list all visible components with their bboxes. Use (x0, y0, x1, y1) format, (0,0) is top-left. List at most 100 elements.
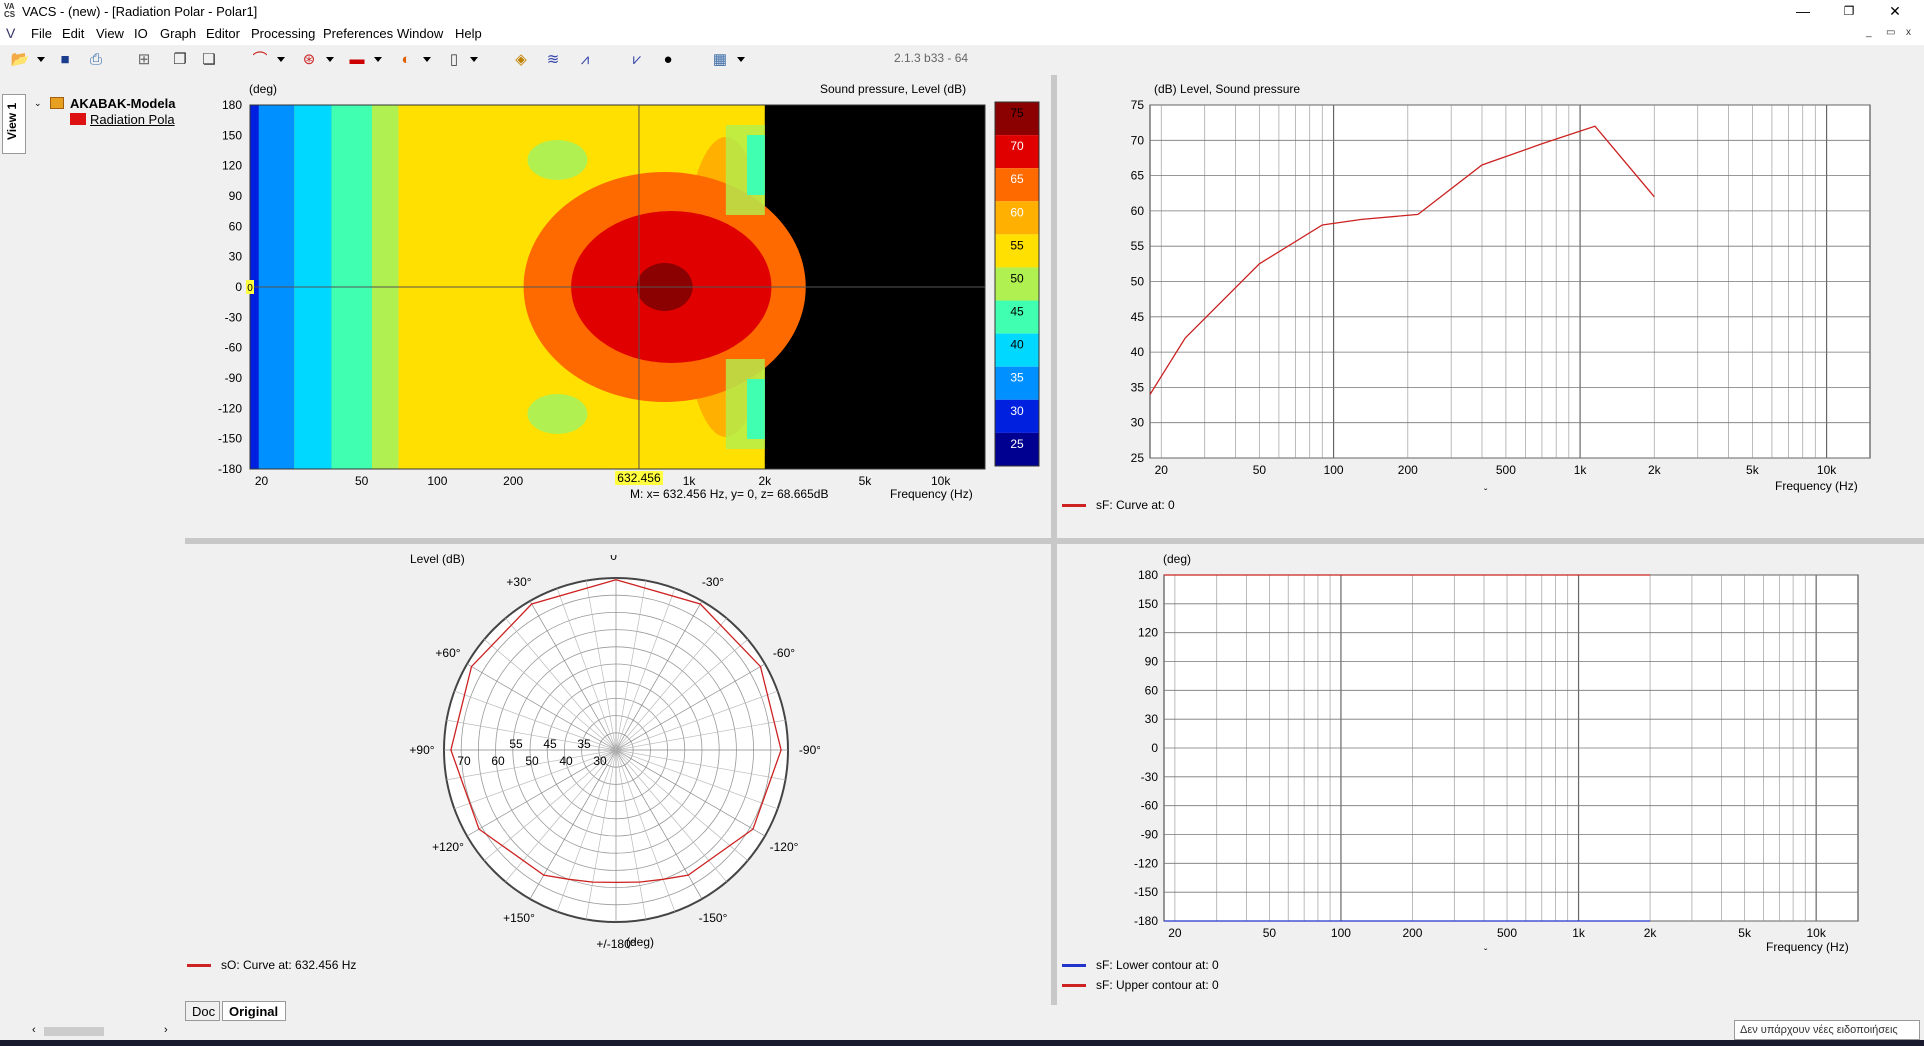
polar-angle-label: +90° (409, 743, 434, 757)
level-chart-xtick: 2k (1648, 463, 1662, 477)
legend-swatch-upper-contour (1062, 984, 1086, 987)
save-icon[interactable]: ■ (60, 51, 70, 68)
heatmap-ylabel: (deg) (249, 82, 278, 96)
polar-radial-label: 55 (509, 737, 523, 751)
colorbar-label: 45 (1010, 305, 1024, 319)
heatmap-ytick: -60 (225, 341, 243, 355)
menu-window[interactable]: Window (397, 26, 444, 41)
polar-angle-label: -60° (773, 646, 795, 660)
heatmap-cursor-y-marker (246, 280, 254, 294)
legend-swatch-polar-curve (187, 964, 211, 967)
polar-chart[interactable]: 0° -30° -60° -90° -120° -150° +/-180° +150° +120… (400, 555, 820, 965)
polar-spoke (615, 719, 786, 751)
tree-icon[interactable]: ⊞ (137, 51, 151, 68)
colorbar-label: 55 (1010, 238, 1024, 252)
paste-icon[interactable]: ❏ (202, 51, 216, 68)
horizontal-scrollbar[interactable]: ‹ › (30, 1024, 170, 1038)
menu-help[interactable]: Help (455, 26, 482, 41)
open-dropdown-icon[interactable] (37, 57, 45, 62)
level-chart-expand-icon[interactable]: ˇ (1484, 488, 1488, 499)
menu-editor[interactable]: Editor (206, 26, 240, 41)
level-line-chart[interactable]: 75 70 65 60 55 50 45 40 35 30 25 20 50 100 200 500 1k 2k 5… (1100, 95, 1880, 495)
page-dropdown-icon[interactable] (470, 57, 478, 62)
phase-chart-xtick: 20 (1168, 926, 1182, 940)
menu-file[interactable]: File (31, 26, 52, 41)
collapse-chevron-icon[interactable]: ⌄ (34, 98, 42, 108)
phase-chart-xtick: 1k (1572, 926, 1586, 940)
analysis-icon[interactable]: ⩗ (632, 51, 642, 68)
heatmap-cursor-x-marker (614, 471, 663, 485)
balloon-graph-icon[interactable]: ◐ (401, 51, 411, 68)
colorbar-label: 60 (1010, 205, 1024, 219)
phase-chart-ytick: -60 (1141, 799, 1159, 813)
taskbar-strip (0, 1040, 1924, 1046)
print-icon[interactable]: ⎙ (89, 51, 102, 68)
level-chart-xtick: 100 (1324, 463, 1344, 477)
version-label: 2.1.3 b33 - 64 (894, 51, 969, 65)
menu-graph[interactable]: Graph (160, 26, 197, 41)
filter-icon[interactable]: ≋ (546, 51, 560, 68)
polar-radial-label: 35 (577, 737, 591, 751)
polar-spoke (615, 600, 703, 751)
response-icon[interactable]: ⩘ (580, 51, 590, 68)
grid-view-icon[interactable]: ▦ (712, 51, 728, 68)
mdi-close-button[interactable]: x (1906, 27, 1911, 38)
colorbar-label: 50 (1010, 271, 1024, 285)
tab-doc[interactable]: Doc (185, 1001, 220, 1021)
tree-root-item[interactable]: AKABAK-Modela (70, 96, 176, 111)
phase-line-chart[interactable]: 180 150 120 90 60 30 0 -30 -60 -90 -120 -150 -180 20 5… (1100, 565, 1880, 945)
mdi-minimize-button[interactable]: _ (1866, 27, 1872, 38)
scroll-left-icon[interactable]: ‹ (32, 1024, 36, 1036)
polar-dropdown-icon[interactable] (326, 57, 334, 62)
menu-preferences[interactable]: Preferences (323, 26, 394, 41)
heatmap-xtick: 10k (931, 474, 951, 488)
grid-dropdown-icon[interactable] (737, 57, 745, 62)
stop-icon[interactable]: ● (663, 51, 673, 68)
measure-icon[interactable]: ◈ (515, 51, 527, 68)
open-folder-icon[interactable]: 📂 (10, 51, 30, 68)
heatmap-contour-50 (747, 135, 765, 195)
close-button[interactable]: ✕ (1889, 3, 1901, 19)
tree-child-item[interactable]: Radiation Pola (90, 112, 175, 127)
polar-angle-label: +150° (503, 911, 535, 925)
notification-bar: Δεν υπάρχουν νέες ειδοποιήσεις (1734, 1020, 1920, 1040)
copy-icon[interactable]: ❐ (173, 51, 187, 68)
phase-chart-ytick: 180 (1138, 568, 1158, 582)
scroll-right-icon[interactable]: › (164, 1024, 168, 1036)
balloon-dropdown-icon[interactable] (423, 57, 431, 62)
mdi-restore-button[interactable]: ▭ (1886, 27, 1896, 38)
heatmap-xtick: 20 (255, 474, 269, 488)
heatmap-ytick: 150 (222, 128, 242, 142)
heatmap-ytick: -120 (218, 401, 242, 415)
vertical-splitter[interactable] (1051, 75, 1057, 1005)
menu-processing[interactable]: Processing (251, 26, 316, 41)
phase-chart-ytick: 0 (1151, 741, 1158, 755)
view-tab[interactable]: View 1 (2, 94, 26, 154)
polar-spoke (556, 749, 617, 912)
contour-graph-icon[interactable]: ▬ (349, 51, 365, 68)
contour-dropdown-icon[interactable] (374, 57, 382, 62)
level-chart-ytick: 40 (1131, 345, 1145, 359)
polar-graph-icon[interactable]: ⊛ (302, 51, 316, 68)
vacs-menu-icon[interactable]: V (6, 25, 16, 41)
colorbar-swatch (995, 168, 1039, 202)
menu-io[interactable]: IO (134, 26, 148, 41)
minimize-button[interactable]: — (1796, 3, 1810, 19)
polar-spoke (484, 639, 617, 751)
scroll-thumb[interactable] (44, 1027, 104, 1036)
heatmap-ytick: 120 (222, 159, 242, 173)
contour-heatmap[interactable]: 180 150 120 90 60 30 0 -30 -60 -90 -120 -150 -180 20 5… (200, 95, 1050, 505)
new-page-icon[interactable]: ▯ (449, 51, 459, 68)
phase-chart-xlabel: Frequency (Hz) (1766, 940, 1849, 954)
line-graph-dropdown-icon[interactable] (277, 57, 285, 62)
tab-original[interactable]: Original (222, 1001, 286, 1021)
legend-polar-curve: sO: Curve at: 632.456 Hz (221, 958, 357, 972)
polar-spoke (454, 749, 617, 810)
restore-button[interactable]: ❐ (1843, 4, 1855, 18)
polar-angle-label: -120° (770, 840, 799, 854)
line-graph-icon[interactable]: ⌒ (252, 51, 268, 68)
menu-view[interactable]: View (96, 26, 124, 41)
phase-chart-expand-icon[interactable]: ˇ (1484, 948, 1488, 959)
menu-edit[interactable]: Edit (62, 26, 85, 41)
level-chart-ytick: 45 (1131, 310, 1145, 324)
